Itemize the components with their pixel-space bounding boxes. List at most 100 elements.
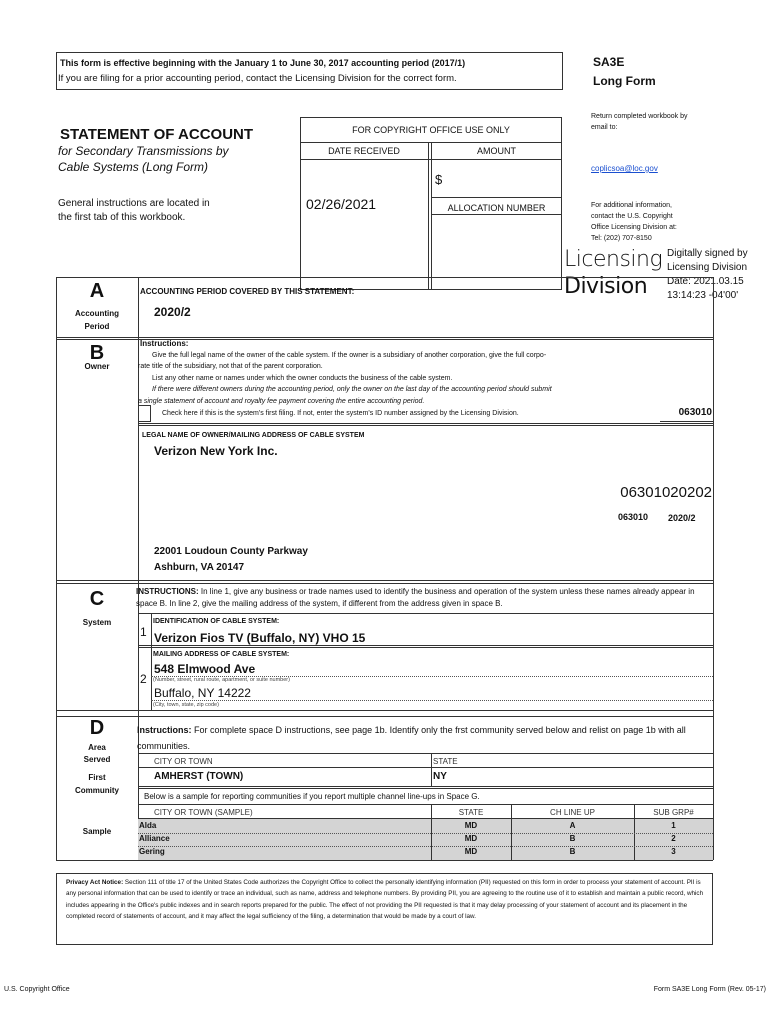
legal-name-label: LEGAL NAME OF OWNER/MAILING ADDRESS OF C… <box>142 432 365 439</box>
owner-code-id: 063010 <box>618 512 649 522</box>
section-b-instr-5: a single statement of account and royalt… <box>138 398 425 405</box>
section-d-instructions-label: Instructions: <box>137 725 192 735</box>
general-instructions-2: the first tab of this workbook. <box>58 212 186 223</box>
privacy-text: Section 111 of title 17 of the United St… <box>66 879 704 921</box>
signature-line-4: 13:14:23 -04'00' <box>667 290 739 301</box>
row-divider <box>138 833 713 834</box>
signature-name-1: Licensing <box>564 247 663 272</box>
info-line-2: contact the U.S. Copyright <box>591 213 673 220</box>
subtitle-line1: for Secondary Transmissions by <box>58 144 229 158</box>
section-b-instr-3: List any other name or names under which… <box>152 375 453 382</box>
sample-cell: 3 <box>671 847 676 856</box>
sample-cell: A <box>569 821 576 830</box>
section-d-letter: D <box>89 717 105 739</box>
page-title: STATEMENT OF ACCOUNT <box>60 126 254 143</box>
section-c-instructions: INSTRUCTIONS: In line 1, give any busine… <box>136 586 711 610</box>
section-c-letter: C <box>89 588 105 610</box>
section-b-instructions-label: Instructions: <box>140 339 189 348</box>
system-city[interactable]: Buffalo, NY 14222 <box>154 686 251 700</box>
sample-cell: B <box>569 847 576 856</box>
sample-cell: B <box>569 834 576 843</box>
privacy-notice-box <box>56 873 713 945</box>
cable-system-name[interactable]: Verizon Fios TV (Buffalo, NY) VHO 15 <box>154 631 366 645</box>
sample-cell: 2 <box>671 834 676 843</box>
section-c-label: System <box>82 618 112 627</box>
signature-line-3: Date: 2021.03.15 <box>667 276 744 287</box>
column-divider <box>431 804 432 860</box>
owner-name[interactable]: Verizon New York Inc. <box>154 444 278 458</box>
sample-cell: Gering <box>139 847 165 856</box>
effective-line: This form is effective beginning with th… <box>60 58 466 68</box>
section-b-instr-2: rate title of the subsidiary, not that o… <box>138 363 323 370</box>
signature-line-2: Licensing Division <box>667 262 748 273</box>
owner-code: 06301020202 <box>620 484 712 501</box>
section-d-instructions: Instructions: For complete space D instr… <box>137 722 697 754</box>
sample-header: SUB GRP# <box>653 808 694 817</box>
row-divider <box>138 846 713 847</box>
privacy-label: Privacy Act Notice: <box>66 879 124 886</box>
sample-header: CITY OR TOWN (SAMPLE) <box>154 808 253 817</box>
return-text-1: Return completed workbook by <box>591 113 688 120</box>
effective-notice-box <box>56 52 563 90</box>
accounting-period-heading: ACCOUNTING PERIOD COVERED BY THIS STATEM… <box>140 287 355 296</box>
general-instructions-1: General instructions are located in <box>58 198 210 209</box>
system-id-value[interactable]: 063010 <box>678 407 712 418</box>
accounting-period-value: 2020/2 <box>154 305 191 319</box>
sample-cell: Alda <box>139 821 157 830</box>
date-received-label: DATE RECEIVED <box>328 146 400 156</box>
prior-period-line: If you are filing for a prior accounting… <box>58 73 457 84</box>
section-b-label: Owner <box>84 362 110 371</box>
section-b-letter: B <box>89 342 105 364</box>
first-filing-text: Check here if this is the system's first… <box>162 410 519 417</box>
state-label: STATE <box>433 757 458 766</box>
office-use-heading: FOR COPYRIGHT OFFICE USE ONLY <box>352 125 510 135</box>
line-2-label: MAILING ADDRESS OF CABLE SYSTEM: <box>153 651 290 658</box>
section-d-instructions-text: For complete space D instructions, see p… <box>137 725 686 751</box>
section-a-letter: A <box>89 280 105 302</box>
street-hint: (Number, street, rural route, apartment,… <box>153 677 290 683</box>
info-line-1: For additional information, <box>591 202 672 209</box>
form-code: SA3E <box>593 55 625 69</box>
sample-header: STATE <box>458 808 484 817</box>
section-d-label-sample: Sample <box>82 827 112 836</box>
section-a-label-2: Period <box>84 322 110 331</box>
sample-cell: MD <box>464 834 478 843</box>
sample-fill <box>138 819 713 860</box>
first-filing-checkbox[interactable] <box>138 405 151 422</box>
sample-header: CH LINE UP <box>550 808 595 817</box>
section-c-instructions-label: INSTRUCTIONS: <box>136 587 199 596</box>
sample-note: Below is a sample for reporting communit… <box>144 792 480 801</box>
first-community-state[interactable]: NY <box>433 771 447 782</box>
owner-address-2[interactable]: Ashburn, VA 20147 <box>154 562 245 573</box>
amount-currency: $ <box>435 172 443 187</box>
form-type: Long Form <box>593 74 656 88</box>
email-link[interactable]: coplicsoa@loc.gov <box>591 164 658 173</box>
section-d-label-first: First <box>88 773 106 782</box>
signature-line-1: Digitally signed by <box>667 248 748 259</box>
city-or-town-label: CITY OR TOWN <box>154 757 213 766</box>
allocation-number-label: ALLOCATION NUMBER <box>447 203 546 213</box>
section-b-instr-4: If there were different owners during th… <box>152 386 552 393</box>
system-street[interactable]: 548 Elmwood Ave <box>154 662 256 676</box>
return-text-2: email to: <box>591 124 618 131</box>
signature-name-2: Division <box>564 274 648 299</box>
sample-cell: 1 <box>671 821 676 830</box>
footer-left: U.S. Copyright Office <box>4 986 70 993</box>
owner-address-1[interactable]: 22001 Loudoun County Parkway <box>154 546 308 557</box>
first-community-city[interactable]: AMHERST (TOWN) <box>154 771 244 782</box>
subtitle-line2: Cable Systems (Long Form) <box>58 160 209 174</box>
date-received-value: 02/26/2021 <box>306 196 377 212</box>
owner-code-period: 2020/2 <box>668 513 696 523</box>
city-hint: (City, town, state, zip code) <box>153 702 219 708</box>
info-line-3: Office Licensing Division at: <box>591 224 677 231</box>
sample-cell: MD <box>464 847 478 856</box>
section-c-instructions-text: In line 1, give any business or trade na… <box>136 587 695 608</box>
section-d-label-served: Served <box>83 755 111 764</box>
divider <box>138 818 713 819</box>
column-divider <box>511 804 512 860</box>
sample-cell: Alliance <box>139 834 170 843</box>
section-d-label-area: Area <box>88 743 106 752</box>
line-1-number: 1 <box>140 625 147 639</box>
sample-cell: MD <box>464 821 478 830</box>
line-1-label: IDENTIFICATION OF CABLE SYSTEM: <box>153 618 280 625</box>
